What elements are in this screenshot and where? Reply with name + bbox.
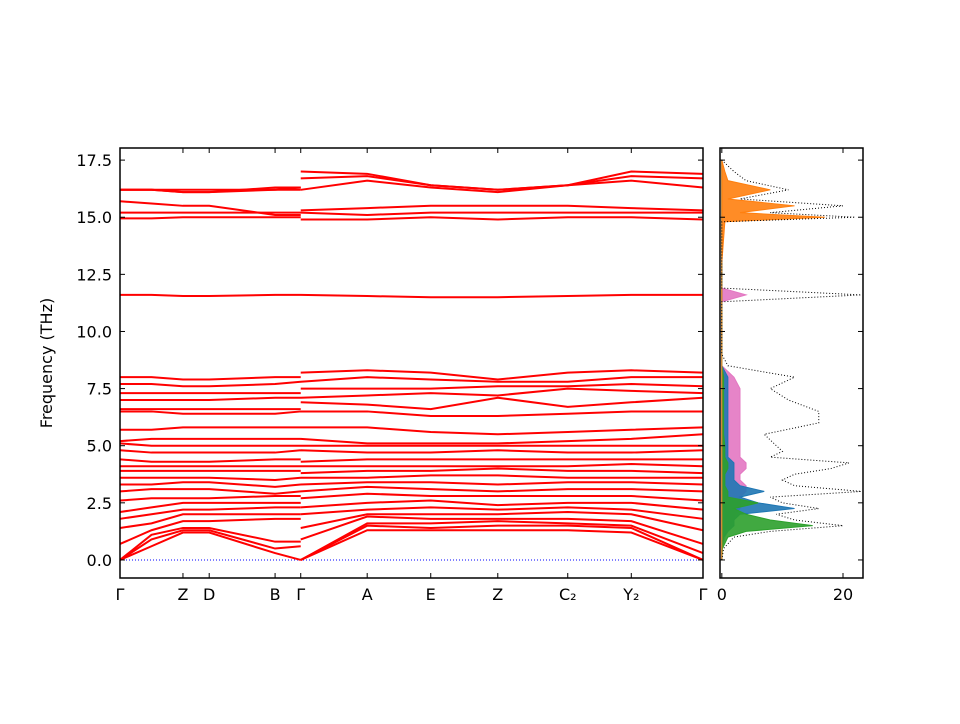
band-line [120, 426, 704, 436]
x-tick-label: 0 [717, 585, 727, 604]
x-tick-label: C₂ [559, 585, 577, 604]
y-tick-label: 15.0 [76, 208, 112, 227]
band-line [120, 481, 704, 488]
x-tick-label: Z [177, 585, 188, 604]
band-line [119, 200, 704, 216]
band-line [119, 492, 704, 502]
band-line [120, 396, 704, 411]
band-line [119, 510, 704, 532]
y-tick-label: 7.5 [87, 380, 112, 399]
band-line [120, 369, 704, 381]
band-line [119, 529, 704, 561]
band-line [120, 474, 703, 481]
y-tick-label: 5.0 [87, 437, 112, 456]
partial-dos [721, 159, 825, 561]
band-line [120, 376, 703, 388]
band-line [119, 515, 704, 545]
y-tick-label: 2.5 [87, 494, 112, 513]
total-dos [721, 159, 862, 561]
band-line [119, 458, 703, 463]
plot-frame [719, 147, 864, 579]
y-tick-label: 0.0 [87, 551, 112, 570]
x-tick-label: Z [492, 585, 503, 604]
band-line [120, 462, 704, 468]
band-line [120, 211, 703, 216]
x-tick-label: Γ [699, 585, 708, 604]
x-tick-label: B [270, 585, 281, 604]
band-line [119, 520, 704, 561]
x-tick-label: A [362, 585, 373, 604]
band-line [119, 485, 704, 495]
band-line [119, 449, 704, 454]
x-tick-label: 20 [833, 585, 853, 604]
band-line [119, 499, 704, 513]
x-tick-label: Γ [116, 585, 125, 604]
band-line [120, 170, 704, 194]
x-tick-label: Γ [296, 585, 305, 604]
y-tick-label: 10.0 [76, 322, 112, 341]
y-axis-label: Frequency (THz) [37, 298, 56, 428]
plot-frame [119, 147, 704, 579]
band-line [120, 293, 703, 299]
band-line [119, 442, 703, 447]
band-line [120, 467, 704, 475]
band-line [119, 433, 704, 445]
band-line [119, 506, 704, 520]
y-tick-label: 12.5 [76, 265, 112, 284]
x-tick-label: D [203, 585, 215, 604]
band-line [120, 216, 704, 221]
band-line [120, 387, 704, 402]
x-tick-label: E [426, 585, 436, 604]
band-line [120, 410, 703, 418]
band-line [120, 383, 704, 395]
y-tick-label: 17.5 [76, 151, 112, 170]
band-line [119, 524, 704, 561]
x-tick-label: Y₂ [622, 585, 639, 604]
band-line [120, 175, 704, 191]
